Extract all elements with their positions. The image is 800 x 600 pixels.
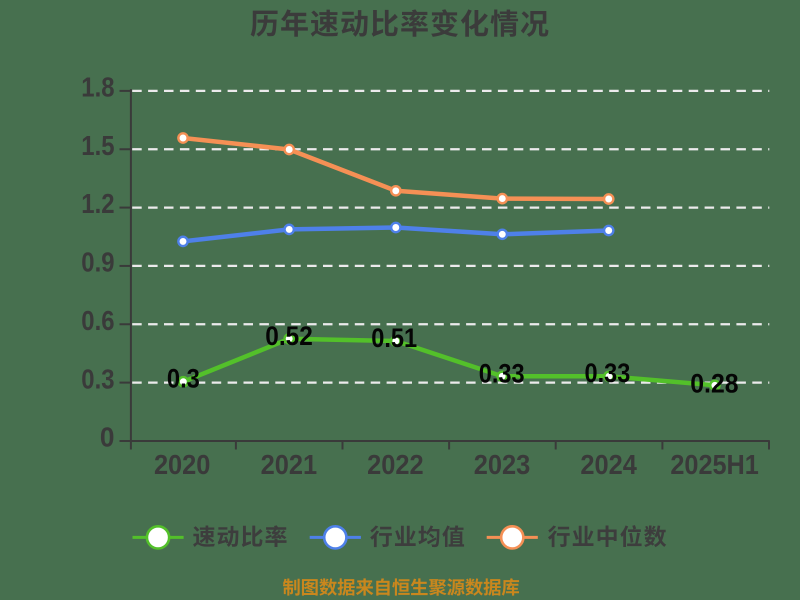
svg-text:2020: 2020	[154, 449, 211, 480]
svg-text:0.52: 0.52	[265, 321, 313, 351]
svg-text:2025H1: 2025H1	[670, 449, 759, 480]
svg-text:0: 0	[100, 422, 115, 453]
svg-text:0.51: 0.51	[371, 323, 417, 353]
svg-text:0.6: 0.6	[81, 305, 114, 336]
svg-text:0.9: 0.9	[81, 247, 114, 278]
svg-text:2022: 2022	[367, 449, 424, 480]
svg-text:0.3: 0.3	[167, 364, 200, 394]
svg-text:0.28: 0.28	[690, 368, 738, 398]
svg-text:1.2: 1.2	[81, 188, 114, 219]
svg-text:1.5: 1.5	[81, 130, 114, 161]
svg-text:2021: 2021	[261, 449, 318, 480]
svg-text:0.33: 0.33	[479, 359, 525, 389]
svg-text:1.8: 1.8	[81, 72, 114, 103]
svg-text:0.3: 0.3	[81, 363, 114, 394]
svg-text:2024: 2024	[580, 449, 637, 480]
svg-text:0.33: 0.33	[585, 358, 631, 388]
svg-text:2023: 2023	[474, 449, 531, 480]
